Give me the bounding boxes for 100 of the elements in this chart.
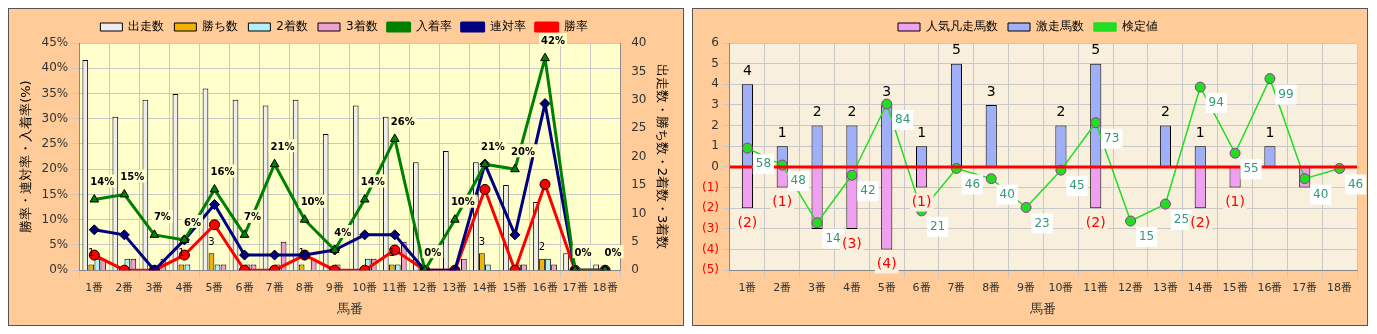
x-tick-label: 15番 [1222,280,1248,294]
data-label: 3 [986,82,996,99]
data-label: 7% [244,211,262,223]
legend-label: 3着数 [346,19,378,34]
data-label: 0% [574,246,592,258]
y-tick-label: 30% [41,110,69,125]
data-label: (2) [1190,213,1211,230]
data-label: 46 [1347,176,1364,191]
y-tick-label: 40% [41,60,69,75]
data-label: 5 [951,41,961,58]
x-tick-label: 18番 [592,280,618,294]
x-tick-label: 7番 [947,280,966,294]
data-label: 26% [390,115,415,127]
data-label: 45 [1069,178,1085,193]
x-tick-label: 16番 [532,280,558,294]
data-label: 1 [178,247,185,259]
x-tick-label: 4番 [175,280,194,294]
data-label: 42% [541,34,565,46]
data-label: 10% [450,196,475,208]
y-tick-label: 0 [711,159,719,174]
legend-label: 連対率 [489,19,526,34]
data-label: 14% [360,176,385,188]
data-label: 2 [1160,103,1170,120]
data-label: 23 [1034,215,1050,230]
y-tick-label: 0% [49,262,69,277]
data-label: 7% [153,211,171,223]
y2-tick-label: 40 [631,35,647,50]
data-label: 5 [1091,41,1101,58]
legend-label: 2着数 [276,19,309,34]
data-label: 2 [812,103,822,120]
data-label: 6% [183,216,201,228]
data-label: 10% [300,196,325,208]
x-tick-label: 17番 [562,280,588,294]
x-tick-label: 2番 [115,280,134,294]
y-tick-label: 5 [711,55,719,70]
y2-tick-label: 30 [631,91,647,106]
x-tick-label: 3番 [808,280,827,294]
y-tick-label: 35% [41,85,69,100]
data-label: 16% [210,166,235,178]
x-tick-label: 12番 [1118,280,1144,294]
y-tick-label: (5) [702,262,719,277]
y-tick-label: (4) [702,241,719,256]
data-label: (2) [1085,213,1106,230]
data-label: 3 [478,235,486,247]
x-tick-label: 3番 [145,280,164,294]
data-label: (2) [737,213,758,230]
data-label: 73 [1104,130,1120,145]
x-tick-label: 11番 [1083,280,1109,294]
x-tick-label: 6番 [912,280,931,294]
x-tick-label: 2番 [773,280,792,294]
data-label: 58 [755,156,772,171]
x-tick-label: 10番 [1048,280,1074,294]
x-tick-label: 8番 [295,280,314,294]
data-label: 1 [388,247,395,259]
data-label: 40 [999,186,1015,201]
x-tick-label: 5番 [877,280,896,294]
data-label: 21% [270,140,295,152]
legend-label: 激走馬数 [1036,19,1084,34]
y-tick-label: 4 [711,76,719,91]
x-tick-label: 15番 [502,280,528,294]
data-label: 40 [1313,186,1329,201]
data-label: 1 [777,123,787,140]
data-label: 48 [790,173,806,188]
data-label: 2 [1056,103,1066,120]
data-label: 99 [1278,86,1294,101]
y-tick-label: (1) [702,179,719,194]
y-tick-label: 25% [41,136,69,151]
data-label: 21 [929,218,946,233]
x-axis-title: 馬番 [335,300,363,316]
data-label: 0% [424,246,442,258]
data-label: 1 [88,247,95,259]
y-tick-label: 2 [711,117,719,132]
data-label: 3 [882,82,892,99]
y-tick-label: 10% [41,211,69,226]
y-tick-label: 20% [41,161,69,176]
data-label: 0% [604,246,622,258]
x-tick-label: 12番 [412,280,438,294]
data-label: 46 [964,176,981,191]
y-tick-label: 1 [711,138,719,153]
y2-tick-label: 10 [631,205,647,220]
data-label: 4 [742,61,752,78]
y2-tick-label: 15 [631,177,647,192]
data-label: 15% [120,171,145,183]
x-tick-label: 7番 [265,280,284,294]
data-label: 84 [895,112,911,127]
x-tick-label: 13番 [1152,280,1178,294]
x-tick-label: 9番 [325,280,344,294]
data-label: 15 [1138,229,1155,244]
y-tick-label: 45% [41,35,69,50]
y2-tick-label: 5 [631,233,639,248]
x-tick-label: 10番 [352,280,378,294]
legend-label: 人気凡走馬数 [926,19,998,34]
data-label: 1 [917,123,927,140]
data-label: 42 [860,183,876,198]
legend-label: 検定値 [1122,19,1158,34]
x-tick-label: 18番 [1327,280,1353,294]
data-label: 14 [825,230,841,245]
data-label: (1) [911,193,932,210]
x-tick-label: 1番 [738,280,757,294]
data-label: 1 [1265,123,1275,140]
